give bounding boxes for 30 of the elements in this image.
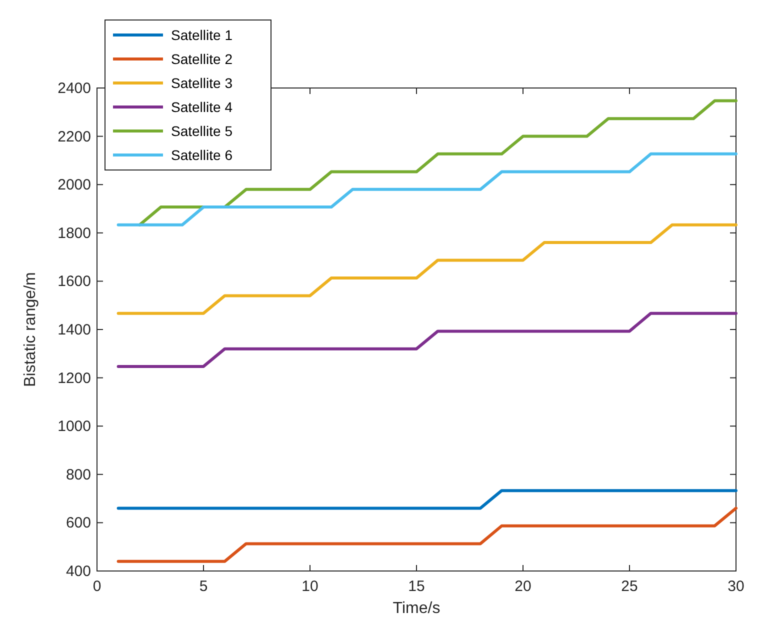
x-tick-label: 5 bbox=[199, 578, 208, 595]
legend-label: Satellite 5 bbox=[171, 123, 233, 139]
y-tick-label: 400 bbox=[66, 563, 91, 580]
legend-label: Satellite 6 bbox=[171, 147, 233, 163]
x-tick-label: 25 bbox=[621, 578, 638, 595]
y-tick-label: 1400 bbox=[58, 322, 91, 338]
legend-label: Satellite 1 bbox=[171, 27, 233, 43]
y-tick-label: 1200 bbox=[58, 370, 91, 387]
x-tick-label: 15 bbox=[408, 578, 425, 595]
x-axis-title: Time/s bbox=[392, 600, 440, 617]
line-series bbox=[116, 223, 738, 315]
y-tick-label: 2000 bbox=[58, 176, 91, 194]
y-tick-label: 1000 bbox=[58, 418, 91, 436]
x-tick-label: 30 bbox=[728, 578, 744, 595]
legend-label: Satellite 2 bbox=[171, 51, 233, 67]
y-axis-title: Bistatic range/m bbox=[22, 272, 39, 387]
x-tick-label: 10 bbox=[302, 578, 318, 595]
y-tick-label: 1600 bbox=[58, 273, 91, 290]
x-tick-label: 0 bbox=[92, 578, 102, 595]
legend-label: Satellite 4 bbox=[171, 99, 233, 115]
line-series bbox=[116, 312, 738, 368]
line-series bbox=[116, 506, 738, 563]
y-tick-label: 600 bbox=[66, 514, 91, 532]
y-tick-label: 800 bbox=[66, 466, 91, 484]
legend-label: Satellite 3 bbox=[171, 75, 233, 91]
line-series bbox=[138, 99, 738, 226]
y-tick-label: 1800 bbox=[58, 224, 91, 242]
y-tick-label: 2200 bbox=[58, 128, 91, 146]
y-tick-label: 2400 bbox=[58, 80, 91, 97]
x-tick-label: 20 bbox=[514, 578, 532, 595]
